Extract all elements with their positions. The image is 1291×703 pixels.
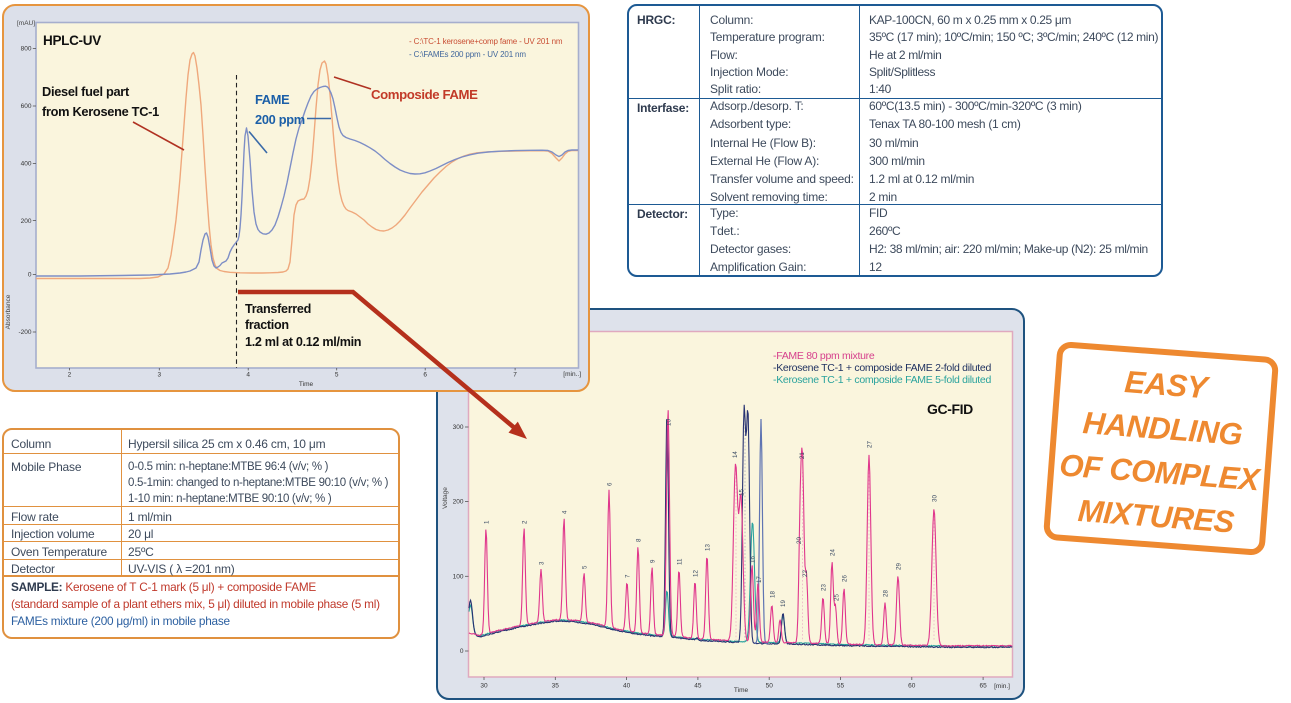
svg-text:200: 200 (21, 218, 32, 225)
svg-text:30: 30 (480, 683, 488, 690)
svg-text:12: 12 (693, 570, 700, 577)
svg-text:10: 10 (666, 419, 673, 426)
svg-text:28: 28 (883, 590, 890, 597)
svg-text:16: 16 (749, 556, 756, 563)
svg-text:200: 200 (453, 499, 464, 506)
svg-text:6: 6 (423, 371, 427, 378)
svg-text:20: 20 (796, 537, 803, 544)
svg-text:23: 23 (821, 584, 828, 591)
svg-text:9: 9 (650, 559, 657, 563)
svg-text:15: 15 (739, 489, 746, 496)
svg-text:2: 2 (522, 520, 529, 524)
svg-text:100: 100 (453, 574, 464, 581)
svg-text:25: 25 (834, 594, 841, 601)
svg-text:3: 3 (157, 371, 161, 378)
svg-text:3: 3 (539, 561, 546, 565)
svg-text:45: 45 (694, 683, 702, 690)
svg-text:8: 8 (636, 538, 643, 542)
svg-text:27: 27 (867, 441, 874, 448)
svg-text:26: 26 (842, 575, 849, 582)
svg-text:14: 14 (732, 451, 739, 458)
svg-text:35: 35 (552, 683, 560, 690)
svg-text:18: 18 (769, 591, 776, 598)
svg-text:[min.]: [min.] (994, 683, 1010, 690)
svg-text:24: 24 (830, 549, 837, 556)
svg-text:2: 2 (68, 371, 72, 378)
svg-text:21: 21 (799, 452, 806, 459)
svg-text:4: 4 (246, 371, 250, 378)
svg-text:1: 1 (484, 520, 491, 524)
svg-text:5: 5 (582, 565, 589, 569)
svg-text:13: 13 (705, 544, 712, 551)
svg-text:Voltage: Voltage (442, 487, 449, 509)
svg-text:Time: Time (299, 381, 314, 388)
svg-text:[min..]: [min..] (563, 371, 581, 378)
svg-text:800: 800 (21, 46, 32, 53)
svg-text:29: 29 (896, 563, 903, 570)
svg-text:17: 17 (756, 576, 763, 583)
svg-text:600: 600 (21, 103, 32, 110)
svg-text:22: 22 (802, 570, 809, 577)
svg-text:11: 11 (677, 558, 684, 565)
svg-text:300: 300 (453, 424, 464, 431)
svg-text:Time: Time (734, 687, 749, 694)
svg-text:5: 5 (335, 371, 339, 378)
svg-text:55: 55 (837, 683, 845, 690)
svg-text:0: 0 (460, 648, 464, 655)
svg-text:65: 65 (979, 683, 987, 690)
svg-text:7: 7 (625, 574, 632, 578)
svg-text:0: 0 (28, 272, 32, 279)
svg-text:60: 60 (908, 683, 916, 690)
svg-text:-200: -200 (18, 329, 31, 336)
svg-text:30: 30 (932, 495, 939, 502)
svg-text:400: 400 (21, 161, 32, 168)
svg-text:[mAU]: [mAU] (17, 20, 35, 27)
svg-text:4: 4 (562, 510, 569, 514)
svg-text:40: 40 (623, 683, 631, 690)
svg-text:Absorbance: Absorbance (5, 294, 12, 329)
svg-text:50: 50 (766, 683, 774, 690)
svg-text:6: 6 (607, 482, 614, 486)
svg-text:7: 7 (513, 371, 517, 378)
svg-text:19: 19 (780, 600, 787, 607)
